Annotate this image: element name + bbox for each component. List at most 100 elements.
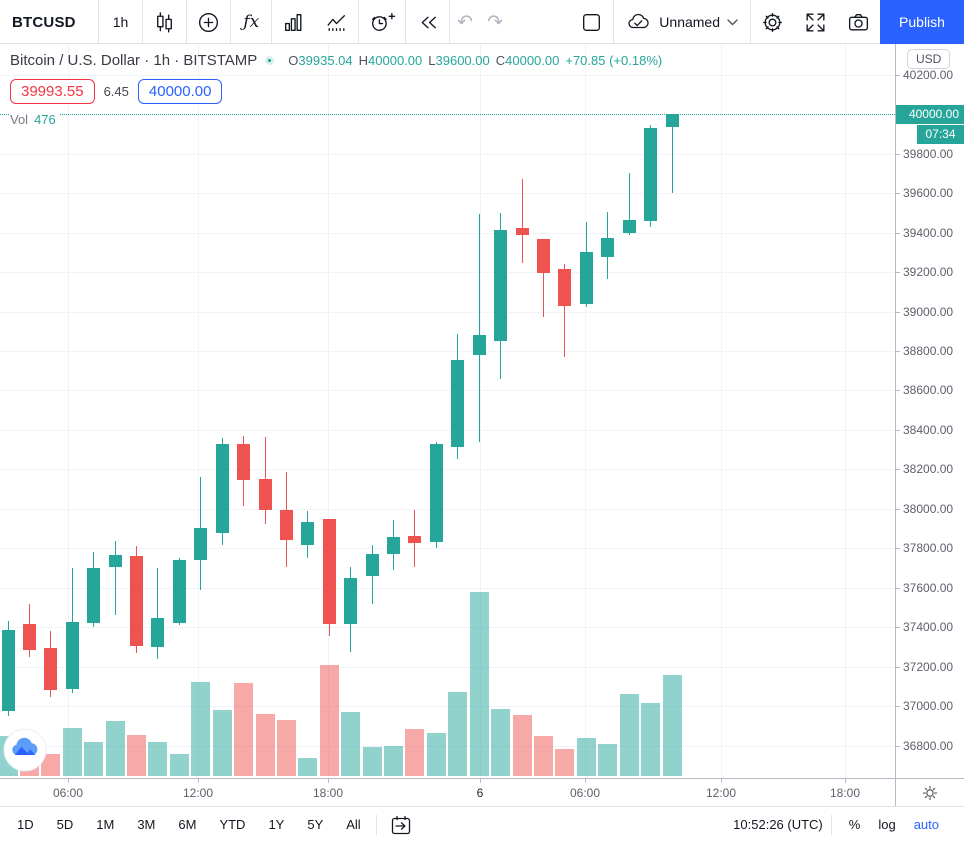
range-button-1y[interactable]: 1Y (268, 817, 285, 832)
price-tick-dash (896, 745, 900, 747)
gridline-horizontal (0, 272, 895, 274)
sell-price-button[interactable]: 39993.55 (10, 78, 95, 104)
symbol-title[interactable]: Bitcoin / U.S. Dollar · 1h · BITSTAMP (10, 51, 258, 69)
indicators-icon[interactable]: ƒx (243, 12, 260, 32)
gridline-vertical (585, 44, 586, 778)
price-tick-label: 37200.00 (903, 659, 954, 674)
compare-icon[interactable] (187, 0, 230, 44)
volume-bar (555, 749, 575, 776)
publish-button[interactable]: Publish (880, 0, 964, 44)
market-status-dot-icon[interactable] (265, 55, 275, 65)
gridline-horizontal (0, 508, 895, 510)
range-button-ytd[interactable]: YTD (219, 817, 246, 832)
candle-wick (521, 178, 523, 263)
range-button-1d[interactable]: 1D (17, 817, 34, 832)
volume-bar (148, 742, 168, 776)
volume-bar (127, 735, 147, 776)
price-tick-dash (896, 508, 900, 510)
chart-legend: Bitcoin / U.S. Dollar · 1h · BITSTAMP O3… (10, 48, 668, 127)
axis-settings-gear-icon[interactable] (916, 781, 944, 805)
alert-clock-plus-icon[interactable] (359, 0, 405, 44)
price-tick-label: 39200.00 (903, 265, 954, 280)
volume-bar (405, 729, 425, 776)
time-tick-dash (480, 779, 481, 783)
price-tick-label: 37400.00 (903, 620, 954, 635)
volume-bar (662, 674, 682, 776)
candlestick-chart-icon[interactable] (143, 0, 186, 44)
price-axis[interactable]: USD 40200.00 39800.00 39600.00 39400.00 3920… (895, 44, 964, 778)
candle-body (365, 554, 379, 577)
candle-body (387, 536, 401, 555)
volume-bar (491, 708, 511, 776)
candle-body (22, 624, 36, 650)
time-axis[interactable]: 06:00 12:00 18:00 6 06:00 12:00 18:00 (0, 778, 964, 807)
interval-button[interactable]: 1h (112, 14, 129, 30)
toolbar-separator (271, 0, 273, 44)
currency-toggle-button[interactable]: USD (907, 49, 951, 69)
toolbar-separator (186, 0, 188, 44)
price-tick-dash (896, 74, 900, 76)
range-button-5d[interactable]: 5D (56, 817, 74, 832)
time-tick-dash (721, 779, 722, 783)
volume-bar (41, 753, 61, 776)
candle-body (194, 528, 208, 561)
range-button-1m[interactable]: 1M (96, 817, 115, 832)
candle-wick (628, 173, 630, 235)
clock-timezone-button[interactable]: 10:52:26 (UTC) (733, 817, 823, 832)
gridline-vertical (328, 44, 329, 778)
zigzag-dots-icon[interactable] (315, 0, 358, 44)
gridline-horizontal (0, 627, 895, 629)
replay-icon[interactable] (406, 0, 449, 44)
gridline-vertical (68, 44, 69, 778)
snapshot-camera-icon[interactable] (837, 0, 880, 44)
range-button-3m[interactable]: 3M (137, 817, 156, 832)
tradingview-logo[interactable] (3, 728, 47, 772)
candle-wick (564, 263, 566, 358)
volume-bar (426, 732, 446, 776)
save-layout-button[interactable]: Unnamed (614, 0, 750, 44)
percent-scale-button[interactable]: % (848, 817, 861, 832)
gridline-horizontal (0, 351, 895, 353)
toolbar-separator (375, 814, 377, 835)
undo-icon[interactable]: ↶ (457, 11, 474, 33)
candle-wick (157, 568, 159, 660)
volume-bar (384, 746, 404, 776)
goto-date-icon[interactable] (385, 813, 417, 837)
layout-icon[interactable] (570, 0, 613, 44)
range-button-6m[interactable]: 6M (178, 817, 197, 832)
volume-bar (619, 694, 639, 776)
bottom-toolbar-right: 10:52:26 (UTC) % log auto (733, 813, 964, 836)
candle-body (579, 251, 593, 305)
chart-pane[interactable]: Bitcoin / U.S. Dollar · 1h · BITSTAMP O3… (0, 44, 895, 778)
candle-wick (543, 238, 544, 318)
bar-chart-icon[interactable] (272, 0, 315, 44)
chevron-down-icon (727, 18, 738, 25)
price-tick-label: 37600.00 (903, 580, 954, 595)
volume-bar (234, 683, 254, 776)
price-tick-dash (896, 390, 900, 392)
price-tick-label: 37000.00 (903, 699, 954, 714)
buy-price-button[interactable]: 40000.00 (137, 78, 223, 104)
range-button-all[interactable]: All (346, 817, 361, 832)
price-tick-label: 40200.00 (903, 67, 954, 82)
gridline-vertical (845, 44, 846, 778)
candle-body (258, 478, 272, 510)
candle-body (472, 335, 486, 356)
price-tick-dash (896, 153, 900, 155)
log-scale-button[interactable]: log (878, 817, 896, 832)
redo-icon[interactable]: ↷ (487, 11, 504, 33)
auto-scale-button[interactable]: auto (913, 817, 939, 832)
fullscreen-icon[interactable] (794, 0, 837, 44)
price-tick-label: 38400.00 (903, 422, 954, 437)
candle-body (172, 560, 186, 624)
candle-body (108, 555, 122, 568)
price-tick-dash (896, 548, 900, 550)
candle-body (537, 238, 550, 273)
price-tick-label: 38800.00 (903, 344, 954, 359)
gridline-horizontal (0, 232, 895, 234)
symbol-button[interactable]: BTCUSD (12, 13, 76, 31)
time-tick-label: 06:00 (52, 786, 84, 800)
price-tick-dash (896, 666, 900, 668)
settings-gear-icon[interactable] (751, 0, 794, 44)
range-button-5y[interactable]: 5Y (307, 817, 324, 832)
